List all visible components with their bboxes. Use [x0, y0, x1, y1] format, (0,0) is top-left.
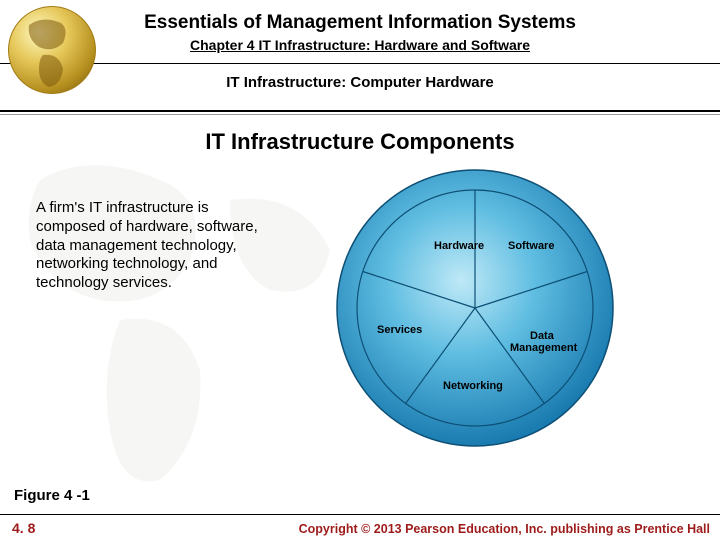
- slide-header: Essentials of Management Information Sys…: [0, 0, 720, 100]
- divider: [0, 63, 720, 64]
- content-area: A firm's IT infrastructure is composed o…: [0, 155, 720, 445]
- slice-label-networking: Networking: [443, 380, 503, 392]
- slide-subtitle: IT Infrastructure Components: [0, 129, 720, 155]
- divider-thin: [0, 114, 720, 115]
- section-title: IT Infrastructure: Computer Hardware: [0, 74, 720, 91]
- chapter-title: Chapter 4 IT Infrastructure: Hardware an…: [0, 37, 720, 53]
- slide-footer: 4. 8 Copyright © 2013 Pearson Education,…: [0, 514, 720, 540]
- copyright-text: Copyright © 2013 Pearson Education, Inc.…: [299, 522, 710, 536]
- components-pie-chart: Hardware Software Data Management Networ…: [330, 163, 620, 453]
- slice-label-software: Software: [508, 240, 554, 252]
- divider-bold: [0, 110, 720, 112]
- figure-label: Figure 4 -1: [14, 487, 90, 504]
- page-number: 4. 8: [12, 520, 35, 536]
- book-title: Essentials of Management Information Sys…: [0, 12, 720, 34]
- slice-label-services: Services: [377, 324, 422, 336]
- slice-label-hardware: Hardware: [434, 240, 484, 252]
- description-text: A firm's IT infrastructure is composed o…: [36, 199, 276, 293]
- globe-icon: [8, 6, 96, 94]
